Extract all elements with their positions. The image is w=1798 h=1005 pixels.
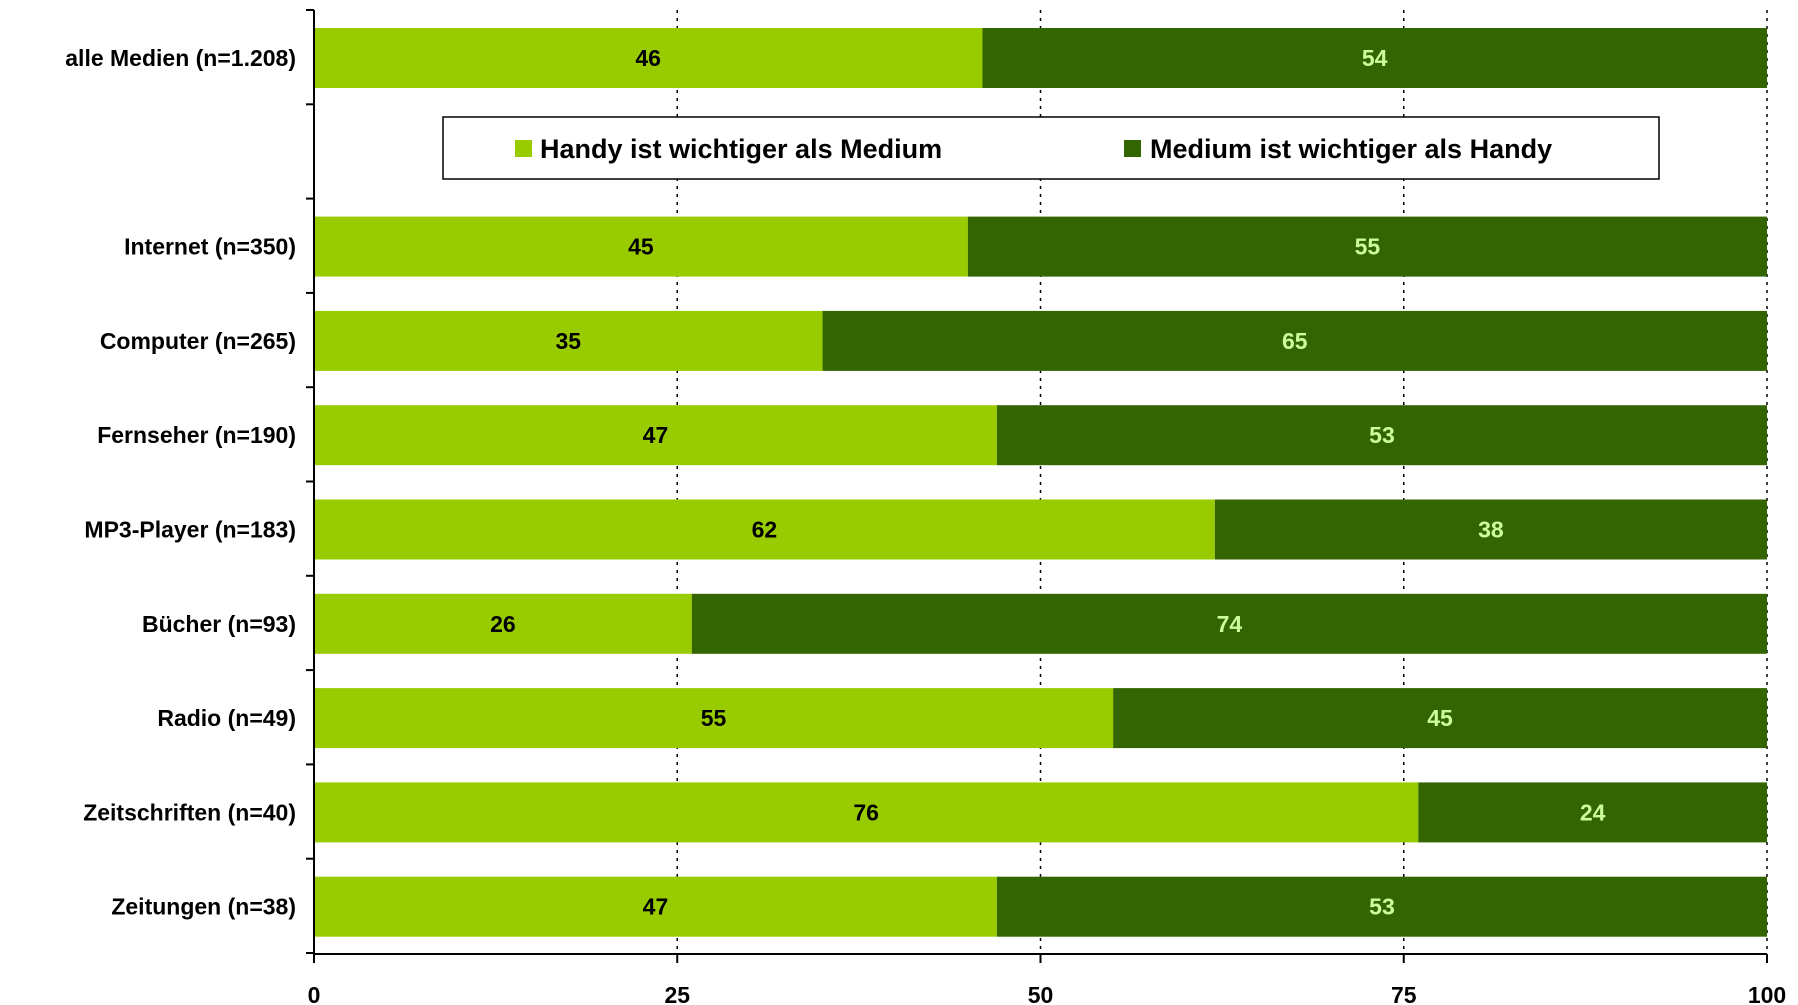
bar-segment-handy (314, 876, 997, 937)
bar-segment-handy (314, 593, 692, 654)
data-label: 62 (752, 517, 778, 543)
data-label: 35 (555, 328, 581, 354)
category-labels: alle Medien (n=1.208) Internet (n=350) Com… (65, 45, 296, 920)
data-label: 53 (1369, 894, 1395, 920)
data-label: 76 (853, 799, 879, 825)
bar-segment-handy (314, 405, 997, 466)
legend-label-medium: Medium ist wichtiger als Handy (1150, 134, 1552, 164)
legend-swatch-handy (515, 140, 532, 157)
bar-segment-medium (1214, 499, 1767, 560)
data-label: 55 (701, 705, 727, 731)
category-label: Computer (n=265) (100, 328, 296, 354)
bar-segment-handy (314, 782, 1419, 843)
legend-swatch-medium (1124, 140, 1141, 157)
category-label: MP3-Player (n=183) (84, 517, 296, 543)
data-label: 47 (643, 422, 669, 448)
category-label: Zeitschriften (n=40) (83, 799, 296, 825)
x-tick-label: 50 (1028, 982, 1054, 1005)
category-label: Fernseher (n=190) (97, 422, 296, 448)
x-tick-label: 25 (664, 982, 690, 1005)
category-label: Zeitungen (n=38) (111, 894, 296, 920)
bars: 46 54 45 55 35 65 47 53 62 38 26 74 55 45 76 24 47 53 (314, 28, 1767, 937)
x-tick-label: 0 (308, 982, 321, 1005)
bar-segment-handy (314, 688, 1114, 749)
data-label: 45 (628, 234, 654, 260)
bar-segment-medium (822, 310, 1767, 371)
data-label: 45 (1427, 705, 1453, 731)
data-label: 55 (1355, 234, 1381, 260)
data-label: 38 (1478, 517, 1504, 543)
data-label: 65 (1282, 328, 1308, 354)
category-label: Radio (n=49) (157, 705, 296, 731)
bar-segment-handy (314, 499, 1215, 560)
data-label: 24 (1580, 799, 1606, 825)
bar-segment-medium (996, 876, 1767, 937)
category-label: Internet (n=350) (124, 234, 296, 260)
category-label: alle Medien (n=1.208) (65, 45, 296, 71)
bar-segment-medium (996, 405, 1767, 466)
data-label: 53 (1369, 422, 1395, 448)
data-label: 47 (643, 894, 669, 920)
data-label: 26 (490, 611, 516, 637)
bar-segment-handy (314, 28, 983, 88)
legend-label-handy: Handy ist wichtiger als Medium (540, 134, 942, 164)
bar-segment-handy (314, 310, 823, 371)
x-tick-label: 75 (1391, 982, 1417, 1005)
data-label: 54 (1362, 45, 1388, 71)
bar-segment-medium (1113, 688, 1767, 749)
category-label: Bücher (n=93) (142, 611, 296, 637)
bar-segment-medium (1418, 782, 1767, 843)
axes (306, 9, 1768, 963)
data-label: 74 (1217, 611, 1243, 637)
bar-segment-medium (691, 593, 1767, 654)
x-tick-label: 100 (1748, 982, 1786, 1005)
bar-segment-medium (982, 28, 1767, 88)
legend: Handy ist wichtiger als Medium Medium is… (442, 116, 1660, 180)
tick-labels: 0 25 50 75 100 (308, 982, 1787, 1005)
data-label: 46 (635, 45, 661, 71)
legend-box (442, 116, 1660, 180)
bar-segment-medium (967, 216, 1767, 277)
bar-segment-handy (314, 216, 968, 277)
